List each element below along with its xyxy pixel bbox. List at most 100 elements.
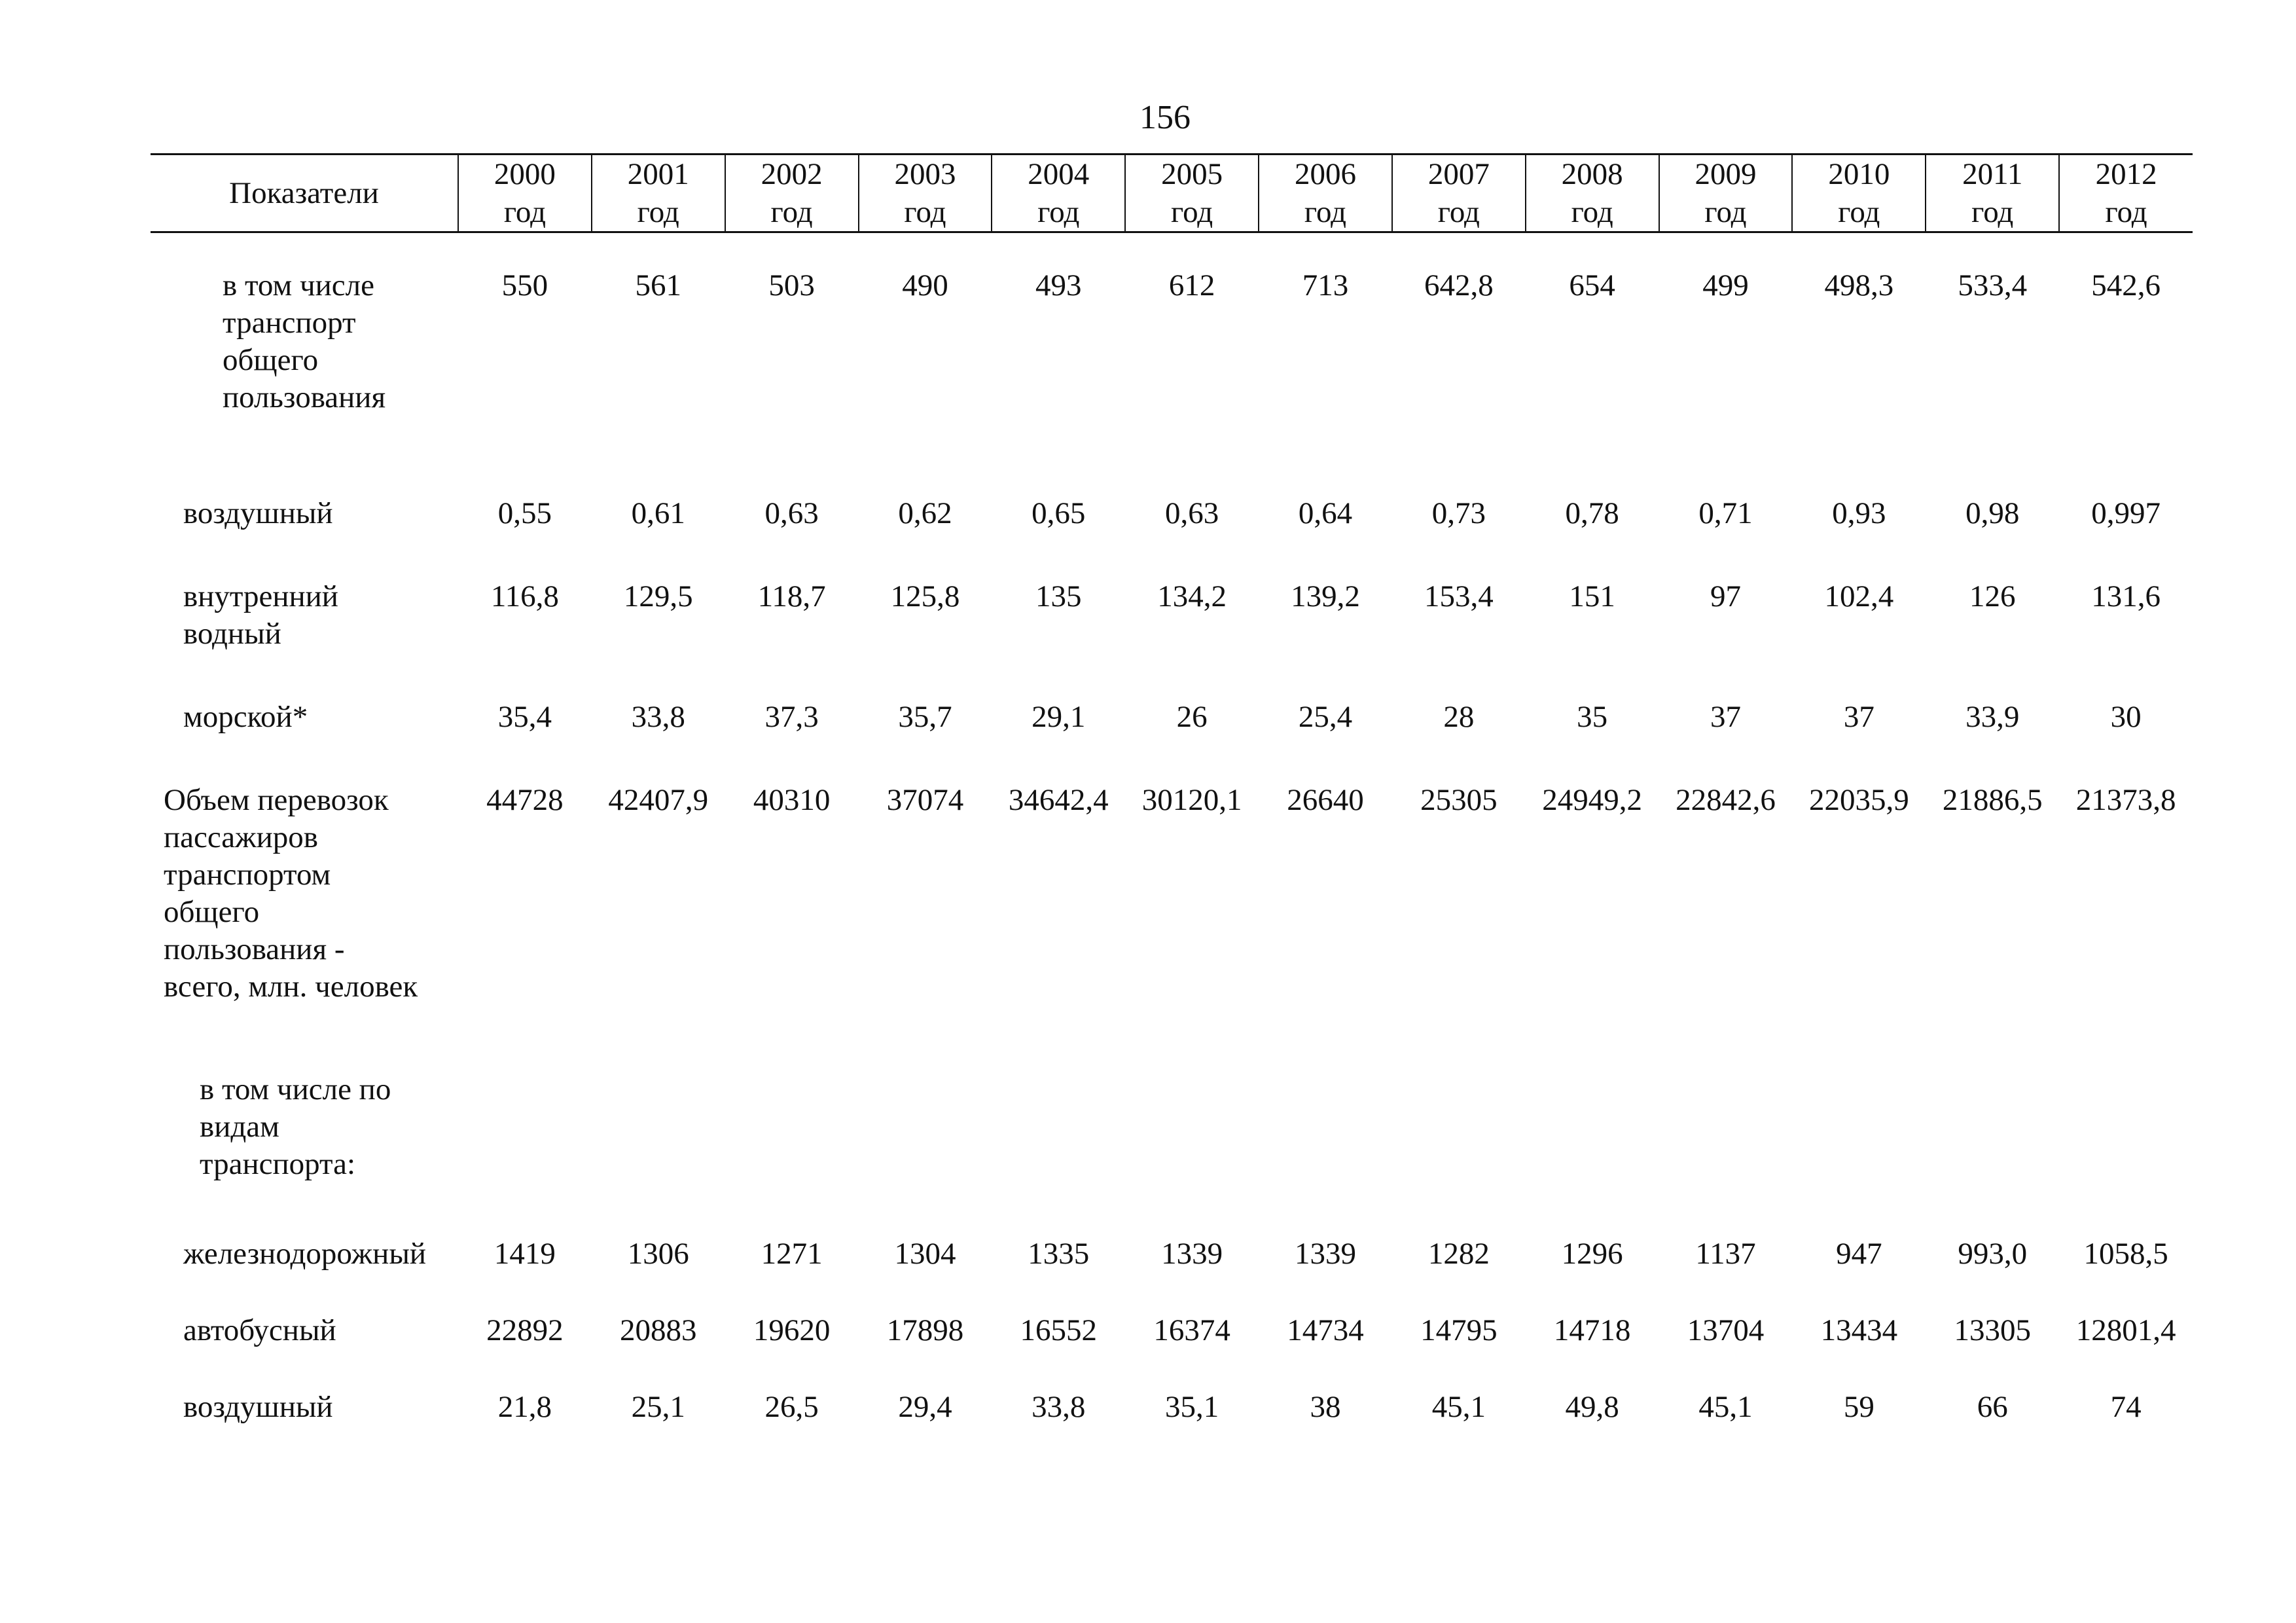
table-cell: 14795 — [1420, 1313, 1498, 1347]
table-cell: 153,4 — [1424, 579, 1494, 613]
table-cell: 642,8 — [1424, 268, 1494, 302]
table-cell: 498,3 — [1824, 268, 1894, 302]
table-cell: 1296 — [1561, 1237, 1623, 1271]
table-cell: 29,4 — [898, 1390, 952, 1424]
table-cell: 38 — [1310, 1390, 1341, 1424]
table-cell: 0,71 — [1698, 496, 1753, 530]
table-cell — [992, 1038, 1125, 1216]
table-cell: 35,1 — [1165, 1390, 1219, 1424]
table-cell: 116,8 — [490, 579, 559, 613]
header-indicators: Показатели — [151, 153, 458, 233]
table-cell: 37074 — [886, 783, 964, 817]
table-row: воздушный 21,8 25,1 26,5 29,4 33,8 35,1 38 45,1 4… — [151, 1369, 2193, 1446]
row-label: воздушный — [183, 496, 333, 530]
table-cell — [1526, 1038, 1659, 1216]
row-label: в том числе транспорт общего пользования — [223, 268, 386, 414]
table-cell: 25,4 — [1298, 700, 1353, 734]
table-cell: 493 — [1035, 268, 1082, 302]
table-cell: 13305 — [1954, 1313, 2031, 1347]
table-cell: 151 — [1569, 579, 1615, 613]
table-cell: 33,8 — [631, 700, 685, 734]
table-cell: 0,997 — [2091, 496, 2161, 530]
table-cell: 21886,5 — [1942, 783, 2043, 817]
table-row: в том числе транспорт общего пользования… — [151, 232, 2193, 476]
table-cell: 1339 — [1294, 1237, 1356, 1271]
table-cell: 30 — [2110, 700, 2142, 734]
table-cell: 0,64 — [1298, 496, 1353, 530]
table-cell — [1392, 1038, 1526, 1216]
table-cell: 0,61 — [631, 496, 685, 530]
statistics-table: Показатели 2000 год 2001 год 2002 год 2003 г… — [151, 153, 2193, 1446]
table-cell: 16552 — [1020, 1313, 1098, 1347]
table-cell: 49,8 — [1565, 1390, 1619, 1424]
table-cell: 503 — [768, 268, 815, 302]
row-label: железнодорожный — [183, 1237, 427, 1271]
table-cell: 45,1 — [1431, 1390, 1486, 1424]
page-number: 156 — [1139, 99, 1191, 136]
header-year: 2001 год — [590, 153, 725, 233]
table-cell: 25,1 — [631, 1390, 685, 1424]
table-cell: 34642,4 — [1008, 783, 1109, 817]
table-cell: 33,9 — [1965, 700, 2020, 734]
table-cell: 654 — [1569, 268, 1615, 302]
table-cell: 561 — [635, 268, 682, 302]
header-year: 2004 год — [991, 153, 1126, 233]
table-cell: 28 — [1443, 700, 1475, 734]
table-cell: 1339 — [1161, 1237, 1223, 1271]
table-row: Объем перевозок пассажиров транспортом о… — [151, 762, 2193, 1038]
table-cell: 713 — [1302, 268, 1349, 302]
table-cell: 25305 — [1420, 783, 1498, 817]
table-cell: 126 — [1969, 579, 2016, 613]
table-cell: 37 — [1710, 700, 1742, 734]
header-year: 2008 год — [1524, 153, 1659, 233]
header-year: 2009 год — [1658, 153, 1793, 233]
table-cell: 35,4 — [497, 700, 552, 734]
table-cell: 490 — [902, 268, 948, 302]
table-cell: 125,8 — [890, 579, 960, 613]
table-cell: 129,5 — [623, 579, 693, 613]
table-cell — [859, 1038, 992, 1216]
table-cell: 499 — [1702, 268, 1749, 302]
table-cell: 0,93 — [1832, 496, 1886, 530]
header-year: 2002 год — [724, 153, 859, 233]
row-label: внутренний водный — [183, 579, 338, 651]
table-cell: 612 — [1168, 268, 1215, 302]
table-cell — [458, 1038, 592, 1216]
table-cell: 14734 — [1287, 1313, 1364, 1347]
table-cell: 59 — [1843, 1390, 1874, 1424]
table-cell: 0,65 — [1031, 496, 1086, 530]
table-cell: 0,55 — [497, 496, 552, 530]
table-row: железнодорожный 1419 1306 1271 1304 1335 1339 1… — [151, 1216, 2193, 1292]
table-cell: 0,98 — [1965, 496, 2020, 530]
table-cell: 0,63 — [1165, 496, 1219, 530]
table-row: в том числе по видам транспорта: — [151, 1038, 2193, 1216]
header-year: 2010 год — [1791, 153, 1926, 233]
table-cell: 35,7 — [898, 700, 952, 734]
table-cell — [1659, 1038, 1793, 1216]
table-cell — [725, 1038, 859, 1216]
table-cell: 0,78 — [1565, 496, 1619, 530]
table-cell: 22892 — [486, 1313, 564, 1347]
table-cell: 12801,4 — [2075, 1313, 2176, 1347]
table-cell — [1926, 1038, 2059, 1216]
table-cell — [1792, 1038, 1926, 1216]
table-cell: 550 — [501, 268, 548, 302]
table-body: в том числе транспорт общего пользования… — [151, 232, 2193, 1446]
table-cell: 37,3 — [764, 700, 819, 734]
header-year: 2000 год — [457, 153, 592, 233]
table-cell: 97 — [1710, 579, 1742, 613]
row-label: автобусный — [183, 1313, 336, 1347]
table-cell: 66 — [1977, 1390, 2008, 1424]
table-cell: 19620 — [753, 1313, 831, 1347]
table-cell: 24949,2 — [1542, 783, 1643, 817]
table-cell: 42407,9 — [608, 783, 709, 817]
table-cell — [592, 1038, 725, 1216]
header-year: 2003 год — [857, 153, 992, 233]
table-cell: 26 — [1176, 700, 1208, 734]
table-row: автобусный 22892 20883 19620 17898 16552 16374… — [151, 1292, 2193, 1369]
table-cell: 26640 — [1287, 783, 1364, 817]
table-row: морской* 35,4 33,8 37,3 35,7 29,1 26 25,4 28 35 37… — [151, 679, 2193, 762]
header-year: 2007 год — [1391, 153, 1526, 233]
table-cell: 17898 — [886, 1313, 964, 1347]
table-cell: 0,73 — [1431, 496, 1486, 530]
